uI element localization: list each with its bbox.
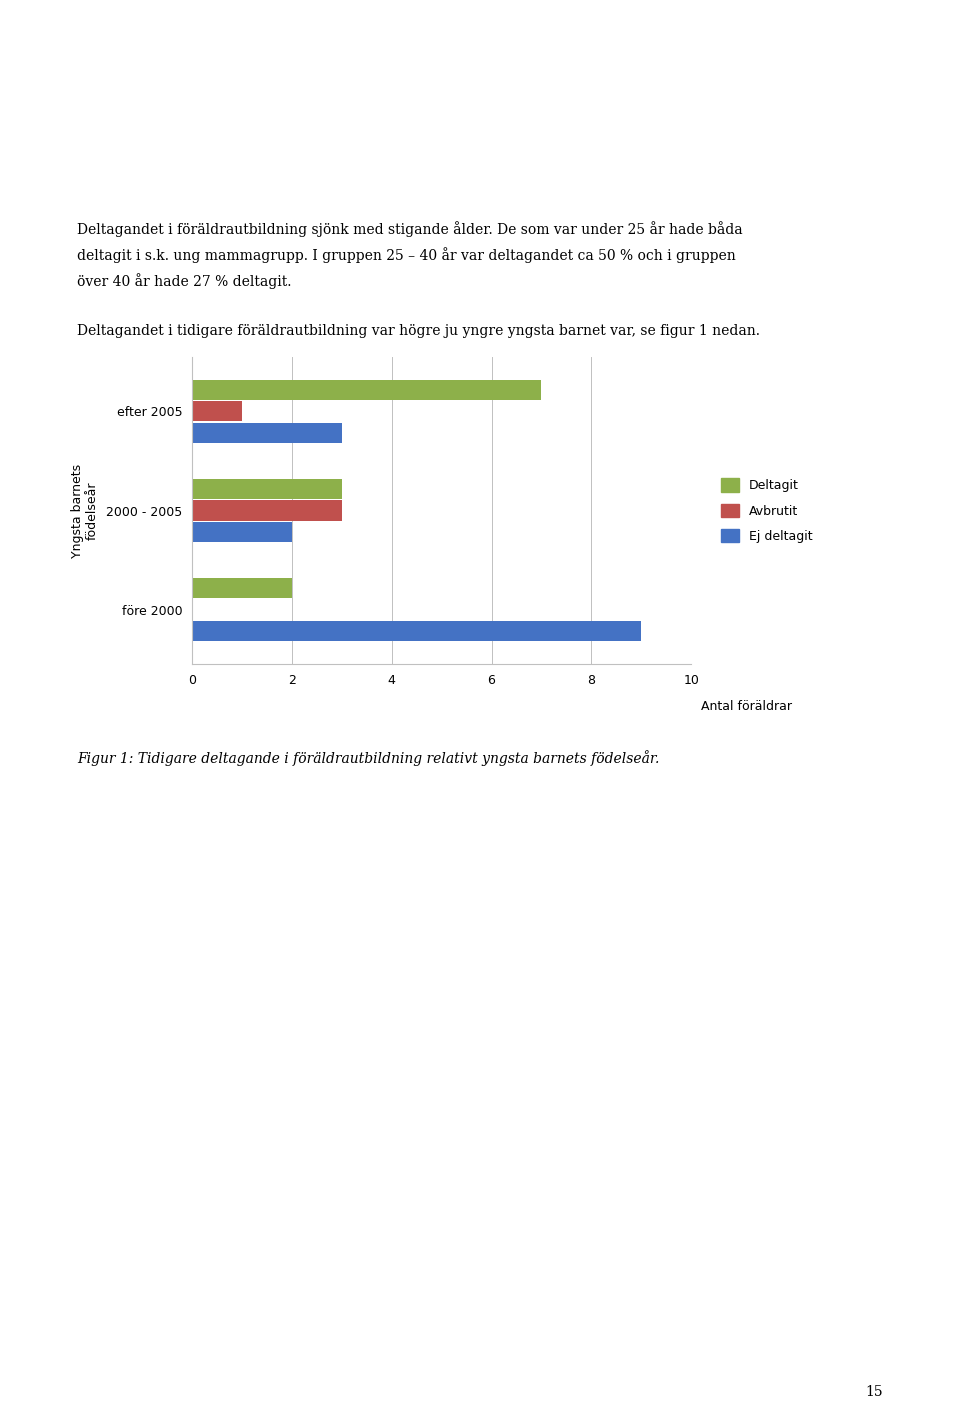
Text: 15: 15 [866, 1385, 883, 1399]
Bar [192, 621, 641, 641]
Text: deltagit i s.k. ung mammagrupp. I gruppen 25 – 40 år var deltagandet ca 50 % och: deltagit i s.k. ung mammagrupp. I gruppe… [77, 247, 735, 263]
Bar [192, 401, 242, 421]
Bar [192, 478, 342, 498]
Bar [192, 523, 292, 543]
Text: Antal föräldrar: Antal föräldrar [701, 700, 792, 713]
Text: Deltagandet i föräldrautbildning sjönk med stigande ålder. De som var under 25 å: Deltagandet i föräldrautbildning sjönk m… [77, 221, 742, 237]
Legend: Deltagit, Avbrutit, Ej deltagit: Deltagit, Avbrutit, Ej deltagit [717, 474, 816, 547]
Bar [192, 423, 342, 443]
Text: över 40 år hade 27 % deltagit.: över 40 år hade 27 % deltagit. [77, 273, 291, 288]
Bar [192, 500, 342, 521]
Text: Figur 1: Tidigare deltagande i föräldrautbildning relativt yngsta barnets födels: Figur 1: Tidigare deltagande i föräldrau… [77, 750, 660, 765]
Y-axis label: Yngsta barnets
födelseår: Yngsta barnets födelseår [71, 464, 99, 557]
Bar [192, 380, 541, 400]
Bar [192, 578, 292, 598]
Text: Deltagandet i tidigare föräldrautbildning var högre ju yngre yngsta barnet var, : Deltagandet i tidigare föräldrautbildnin… [77, 324, 759, 338]
